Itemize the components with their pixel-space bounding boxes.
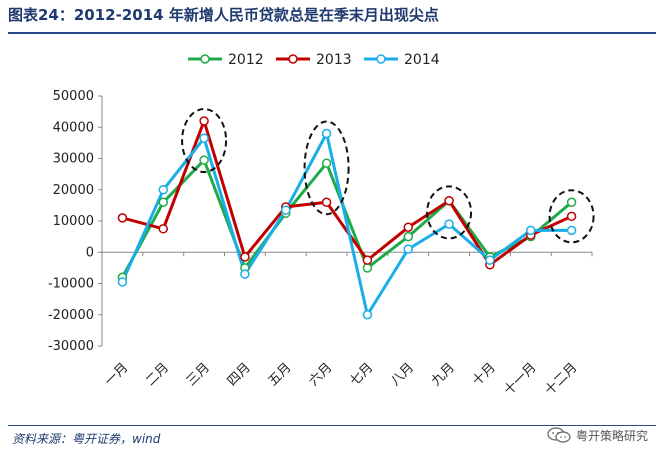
data-point-2012 bbox=[362, 263, 373, 273]
data-point-2013 bbox=[566, 211, 577, 222]
data-point-2013 bbox=[403, 222, 413, 232]
y-tick-label: 40000 bbox=[53, 120, 94, 135]
data-point-2013 bbox=[444, 195, 454, 206]
series-line-2014 bbox=[121, 132, 572, 317]
y-tick-label: -10000 bbox=[48, 277, 94, 292]
legend-marker-2014 bbox=[376, 54, 386, 64]
x-tick-label: 八月 bbox=[388, 360, 417, 389]
data-point-2013 bbox=[117, 213, 128, 223]
data-point-2014 bbox=[158, 185, 168, 195]
legend-marker-2013 bbox=[288, 54, 298, 64]
y-axis: -30000 -20000 -10000 0 10000 20000 30000 40000 5… bbox=[48, 89, 103, 354]
watermark: 粤开策略研究 bbox=[546, 426, 648, 444]
data-point-2014 bbox=[526, 225, 536, 236]
y-tick-label: -20000 bbox=[48, 308, 94, 323]
legend-label-2014: 2014 bbox=[404, 52, 440, 68]
legend-label-2012: 2012 bbox=[228, 52, 264, 68]
data-point-2013 bbox=[158, 224, 168, 234]
series-line-2013 bbox=[122, 119, 573, 267]
x-tick-label: 二月 bbox=[143, 360, 172, 389]
data-point-2014 bbox=[240, 269, 250, 279]
x-tick-label: 十一月 bbox=[501, 360, 539, 398]
y-tick-label: 20000 bbox=[53, 183, 94, 198]
legend-label-2013: 2013 bbox=[316, 52, 352, 68]
data-point-2014 bbox=[485, 255, 495, 265]
data-point-2014 bbox=[281, 205, 291, 215]
wechat-icon bbox=[547, 427, 571, 443]
x-tick-label: 十二月 bbox=[542, 360, 580, 398]
y-tick-label: 30000 bbox=[53, 152, 94, 167]
series-lines bbox=[121, 119, 573, 317]
highlight-ellipse bbox=[303, 120, 350, 216]
data-point-2012 bbox=[321, 158, 332, 168]
line-chart: 2012 2013 2014 -30000 -20000 -10000 0 10000 200… bbox=[48, 52, 595, 398]
x-tick-label: 六月 bbox=[306, 360, 335, 389]
x-tick-label: 十月 bbox=[470, 360, 499, 389]
x-tick-label: 七月 bbox=[347, 360, 376, 389]
x-tick-label: 五月 bbox=[266, 360, 295, 389]
highlight-ellipse bbox=[548, 189, 595, 244]
title-divider bbox=[8, 32, 656, 34]
footer-divider bbox=[8, 425, 656, 426]
watermark-text: 粤开策略研究 bbox=[576, 428, 649, 443]
legend: 2012 2013 2014 bbox=[188, 52, 440, 68]
data-point-2014 bbox=[403, 244, 413, 254]
x-tick-label: 一月 bbox=[102, 360, 131, 389]
x-tick-label: 四月 bbox=[225, 360, 254, 389]
x-tick-label: 九月 bbox=[429, 360, 458, 389]
source-note: 资料来源：粤开证券，wind bbox=[12, 432, 161, 446]
highlight-ellipses bbox=[181, 108, 595, 244]
highlight-ellipse bbox=[181, 108, 228, 174]
data-point-2014 bbox=[566, 225, 577, 236]
y-tick-label: 0 bbox=[86, 245, 94, 260]
y-tick-label: 50000 bbox=[53, 89, 94, 104]
chart-title: 图表24：2012-2014 年新增人民币贷款总是在季末月出现尖点 bbox=[8, 6, 439, 24]
x-axis: 一月 二月 三月 四月 五月 六月 七月 八月 九月 十月 十一月 十二月 bbox=[101, 251, 593, 398]
legend-marker-2012 bbox=[200, 54, 210, 64]
y-tick-label: -30000 bbox=[48, 339, 94, 354]
data-point-2013 bbox=[321, 197, 332, 207]
data-point-2014 bbox=[199, 133, 209, 143]
data-point-2012 bbox=[566, 197, 577, 207]
data-point-2013 bbox=[240, 252, 250, 262]
data-point-2013 bbox=[199, 116, 209, 126]
data-point-2014 bbox=[362, 310, 373, 320]
x-tick-label: 三月 bbox=[184, 360, 213, 389]
data-point-2014 bbox=[321, 128, 332, 139]
highlight-ellipse bbox=[426, 185, 473, 240]
y-tick-label: 10000 bbox=[53, 214, 94, 229]
data-point-2012 bbox=[403, 231, 413, 242]
data-point-2014 bbox=[117, 277, 128, 287]
data-point-2012 bbox=[199, 155, 209, 165]
data-point-2013 bbox=[362, 255, 373, 265]
data-point-2012 bbox=[158, 197, 168, 207]
data-point-2014 bbox=[444, 219, 454, 229]
series-points bbox=[117, 116, 577, 320]
